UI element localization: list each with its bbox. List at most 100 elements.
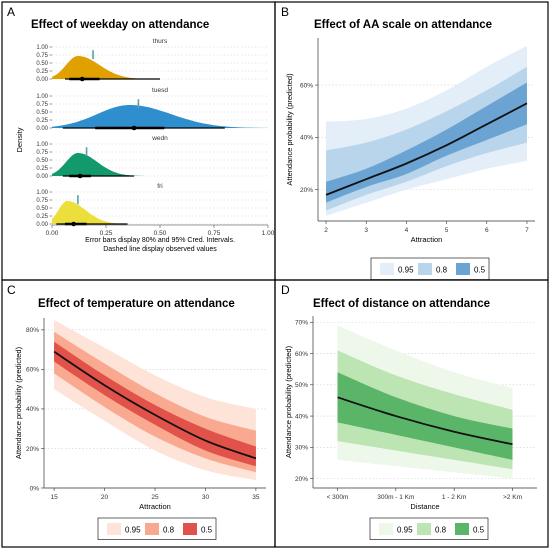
panel-b-title: Effect of AA scale on attendance xyxy=(314,19,492,31)
panel-d-ylabel: Attendance probability (predicted) xyxy=(284,345,293,458)
panel-c-tick-label-y: 20% xyxy=(26,446,39,453)
panel-a-ylabel: Density xyxy=(15,127,24,152)
panel-a-tick-label-y: 1.00 xyxy=(36,94,48,100)
panel-b-legend-label-0_95: 0.95 xyxy=(398,266,414,275)
panel-a-tick-label-x: 0.00 xyxy=(46,230,59,237)
panel-b-legend-label-0_5: 0.5 xyxy=(474,266,486,275)
panel-a-tick-label-x: 0.25 xyxy=(100,230,113,237)
panel-a-median-wedn xyxy=(77,173,83,179)
panel-c-tick-label-x: 35 xyxy=(252,494,260,501)
panel-c-legend-swatch-0_8 xyxy=(145,523,159,535)
panel-b-legend-swatch-0_8 xyxy=(418,263,432,275)
panel-b-legend-label-0_8: 0.8 xyxy=(436,266,448,275)
panel-b-median-line xyxy=(325,102,528,196)
panel-d-tick-label-y: 40% xyxy=(295,413,308,420)
panel-b-tick-label-x: 3 xyxy=(364,227,368,234)
panel-a-facet-label-fri: fri xyxy=(157,183,162,190)
panel-c-tick-label-x: 15 xyxy=(50,494,58,501)
panel-a-tick-label-y: 1.00 xyxy=(36,45,48,51)
panel-b-letter: B xyxy=(281,5,289,19)
panel-a-tick-label-y: 0.75 xyxy=(36,53,48,59)
panel-a-caption-line1: Error bars display 80% and 95% Cred. Int… xyxy=(85,237,235,244)
panel-c-tick-label-x: 25 xyxy=(151,494,159,501)
panel-d-tick-label-x: < 300m xyxy=(327,494,349,501)
panel-c-tick-label-y: 0% xyxy=(30,485,40,492)
panel-a-tick-label-y: 0.50 xyxy=(36,158,48,164)
panel-b-legend-swatch-0_95 xyxy=(380,263,394,275)
panel-a-facet-label-thurs: thurs xyxy=(153,38,168,45)
panel-a-density-wedn xyxy=(52,152,160,176)
panel-c-legend-label-0_8: 0.8 xyxy=(163,526,175,535)
panel-d-legend-label-0_95: 0.95 xyxy=(397,526,413,535)
panel-c-xlabel: Attraction xyxy=(139,502,171,511)
panel-d-legend-swatch-0_95 xyxy=(379,523,393,535)
panel-a-facet-label-wedn: wedn xyxy=(151,135,168,142)
panel-d-tick-label-x: 1 - 2 Km xyxy=(442,494,467,501)
panel-a-tick-label-y: 0.25 xyxy=(36,214,48,220)
panel-c-legend-label-0_95: 0.95 xyxy=(125,526,141,535)
panel-d-xlabel: Distance xyxy=(410,502,439,511)
panel-a-density-fri xyxy=(52,200,145,224)
panel-c-band-0_5 xyxy=(54,341,256,467)
panel-c-plot: 0% 20% 40% 60% 80% 15 20 25 30 35 Attraction Attend… xyxy=(14,318,266,540)
panel-a-tick-label-y: 0.50 xyxy=(36,206,48,212)
panel-a-tick-label-x: 0.50 xyxy=(154,230,167,237)
panel-d-tick-label-y: 50% xyxy=(295,382,308,389)
panel-c-tick-label-x: 30 xyxy=(202,494,210,501)
panel-b-legend-swatch-0_5 xyxy=(456,263,470,275)
panel-c-tick-label-x: 20 xyxy=(101,494,109,501)
panel-a-plot: thurs 0.00 0.25 0.50 0.75 1.00 tuesd 0.00 0.25 0.… xyxy=(36,38,274,237)
panel-b-tick-label-x: 6 xyxy=(485,227,489,234)
panel-a-tick-label-y: 0.75 xyxy=(36,150,48,156)
panel-d-plot: 20% 30% 40% 50% 60% 70% < 300m 300m - 1 Km 1 - 2… xyxy=(284,316,537,540)
panel-a-title: Effect of weekday on attendance xyxy=(31,19,209,31)
panel-d-legend-swatch-0_5 xyxy=(455,523,469,535)
panel-d-tick-label-x: >2 Km xyxy=(503,494,522,501)
panel-c-letter: C xyxy=(7,283,16,297)
panel-a-tick-label-y: 0.75 xyxy=(36,198,48,204)
panel-a-tick-label-y: 0.00 xyxy=(36,126,48,132)
panel-a-tick-label-y: 0.00 xyxy=(36,222,48,228)
panel-c-legend-label-0_5: 0.5 xyxy=(201,526,213,535)
panel-a-facet-label-tuesd: tuesd xyxy=(152,87,168,94)
panel-d-median-line xyxy=(337,396,513,446)
panel-d-title: Effect of distance on attendance xyxy=(313,298,490,310)
panel-b-band-0_5 xyxy=(326,82,527,203)
panel-d-legend-label-0_5: 0.5 xyxy=(473,526,485,535)
panel-c-median-line xyxy=(53,350,257,460)
panel-c-ylabel: Attendance probability (predicted) xyxy=(14,346,23,459)
panel-a-tick-label-y: 0.75 xyxy=(36,102,48,108)
panel-b-tick-label-x: 7 xyxy=(525,227,529,234)
panel-d-legend-label-0_8: 0.8 xyxy=(435,526,447,535)
panel-b-ylabel: Attendance probability (predicted) xyxy=(285,73,294,186)
panel-b-xlabel: Attraction xyxy=(411,235,443,244)
panel-b-tick-label-y: 20% xyxy=(300,187,313,194)
panel-a-density-thurs xyxy=(52,55,169,79)
panel-a-tick-label-y: 1.00 xyxy=(36,142,48,148)
panel-d-letter: D xyxy=(281,283,290,297)
panel-d-legend-swatch-0_8 xyxy=(417,523,431,535)
panel-a-tick-label-x: 1.00 xyxy=(262,230,275,237)
panel-a-tick-label-x: 0.75 xyxy=(208,230,221,237)
panel-b-tick-label-y: 40% xyxy=(300,135,313,142)
panel-b-plot: 20% 40% 60% 2 3 4 5 6 7 Attraction Attendance prob… xyxy=(285,38,535,280)
panel-b-tick-label-x: 5 xyxy=(445,227,449,234)
panel-a-tick-label-y: 0.25 xyxy=(36,69,48,75)
panel-d-tick-label-y: 70% xyxy=(295,320,308,327)
panel-c-legend-swatch-0_5 xyxy=(183,523,197,535)
panel-d-tick-label-y: 60% xyxy=(295,351,308,358)
panel-d-tick-label-y: 20% xyxy=(295,476,308,483)
panel-a-caption-line2: Dashed line display observed values xyxy=(103,246,217,253)
panel-c-tick-label-y: 60% xyxy=(26,367,39,374)
panel-a-tick-label-y: 0.50 xyxy=(36,61,48,67)
panel-a-median-tuesd xyxy=(131,125,137,131)
panel-c-tick-label-y: 40% xyxy=(26,406,39,413)
panel-b-tick-label-x: 4 xyxy=(405,227,409,234)
panel-b-tick-label-x: 2 xyxy=(324,227,328,234)
panel-a-tick-label-y: 0.25 xyxy=(36,166,48,172)
panel-a-letter: A xyxy=(7,5,15,19)
panel-a-tick-label-y: 1.00 xyxy=(36,190,48,196)
panel-d-band-0_5 xyxy=(337,372,513,460)
panel-c-tick-label-y: 80% xyxy=(26,327,39,334)
